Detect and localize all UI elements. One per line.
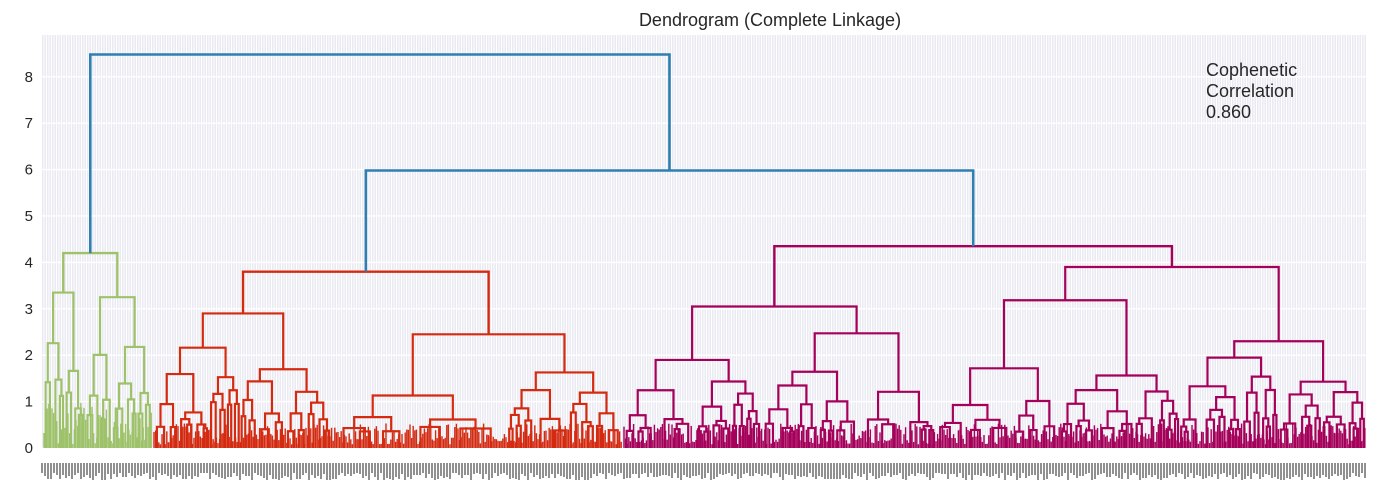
- cluster-link: [839, 420, 855, 448]
- cluster-link: [825, 400, 849, 422]
- cluster-link: [991, 426, 1008, 448]
- cluster-link: [54, 378, 63, 448]
- cluster-link: [598, 412, 615, 431]
- cluster-link: [1348, 422, 1357, 448]
- cluster-link: [196, 423, 207, 448]
- y-tick-0: 0: [25, 440, 33, 457]
- cluster-link: [67, 369, 80, 409]
- y-tick-3: 3: [25, 301, 33, 318]
- cluster-link: [951, 403, 989, 423]
- cluster-link: [178, 346, 227, 378]
- cluster-link: [1282, 422, 1297, 448]
- cluster-link: [353, 416, 393, 432]
- cluster-link: [1188, 385, 1227, 420]
- cluster-link: [126, 398, 136, 448]
- cluster-link: [242, 398, 254, 421]
- cluster-link: [791, 370, 839, 402]
- y-tick-7: 7: [25, 115, 33, 132]
- cluster-link: [636, 389, 675, 420]
- cluster-link: [1332, 391, 1359, 417]
- cluster-link: [233, 402, 240, 448]
- y-tick-6: 6: [25, 162, 33, 179]
- cluster-link: [1233, 340, 1325, 382]
- cluster-link: [258, 368, 308, 392]
- cluster-link: [263, 412, 280, 430]
- cluster-link: [697, 425, 708, 432]
- cluster-link: [1253, 411, 1260, 448]
- annotation-line-2: Correlation: [1206, 81, 1294, 101]
- cluster-link: [1264, 388, 1276, 419]
- cluster-link: [1066, 402, 1085, 425]
- cluster-link: [1209, 408, 1224, 420]
- cluster-link: [715, 419, 727, 429]
- cluster-link: [534, 371, 595, 393]
- cluster-link: [1262, 417, 1270, 448]
- cluster-link: [1206, 356, 1263, 387]
- dendrogram-links: [43, 53, 1366, 448]
- cluster-link: [1288, 393, 1313, 424]
- cluster-link: [1025, 399, 1051, 427]
- y-tick-labels: 0 1 2 3 4 5 6 7 8: [25, 69, 33, 457]
- cluster-link: [216, 376, 235, 394]
- cluster-link: [139, 391, 149, 414]
- chart-title: Dendrogram (Complete Linkage): [639, 10, 901, 30]
- cluster-link: [974, 418, 1001, 430]
- vertical-gridlines: [43, 35, 1365, 448]
- x-leaf-labels: [41, 463, 1366, 480]
- y-tick-8: 8: [25, 69, 33, 86]
- cluster-link: [88, 394, 99, 448]
- y-tick-4: 4: [25, 254, 33, 271]
- cluster-link: [58, 394, 65, 448]
- cluster-link: [209, 401, 217, 448]
- y-tick-2: 2: [25, 347, 33, 364]
- cluster-link: [289, 412, 303, 432]
- cluster-link: [1299, 380, 1347, 395]
- cluster-link: [297, 429, 305, 448]
- annotation-line-1: Cophenetic: [1206, 60, 1297, 80]
- cluster-link: [1077, 419, 1091, 431]
- cluster-link: [184, 411, 203, 425]
- cluster-link: [1245, 391, 1258, 422]
- cluster-link: [578, 391, 608, 414]
- annotation-line-3: 0.860: [1206, 102, 1251, 122]
- cluster-link: [294, 390, 319, 414]
- cluster-link: [1018, 414, 1035, 432]
- cluster-link: [520, 389, 552, 419]
- cluster-link: [201, 312, 285, 370]
- cluster-link: [52, 291, 75, 371]
- cluster-link: [1168, 412, 1178, 430]
- cluster-link: [260, 428, 270, 448]
- y-tick-5: 5: [25, 208, 33, 225]
- cluster-link: [736, 392, 754, 412]
- cluster-top-link: [241, 270, 490, 335]
- cluster-link: [226, 403, 233, 448]
- cluster-link: [1325, 415, 1342, 425]
- top-link-root: [88, 53, 671, 254]
- y-tick-1: 1: [25, 394, 33, 411]
